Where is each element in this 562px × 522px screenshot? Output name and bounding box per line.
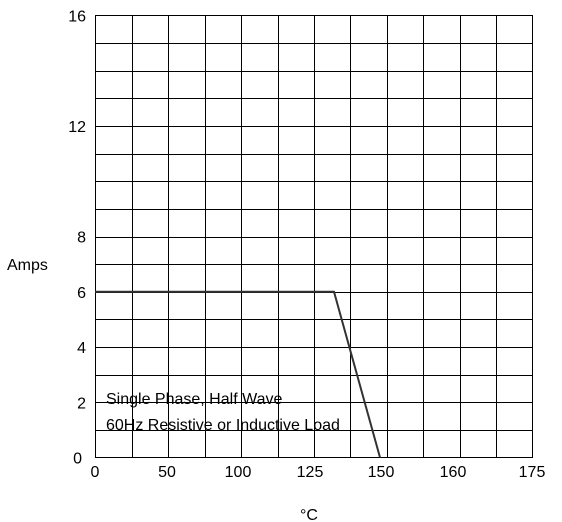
plot-frame <box>95 15 533 458</box>
x-axis-label: °C <box>300 507 318 522</box>
annotation-line-2: 60Hz Resistive or Inductive Load <box>106 417 340 434</box>
x-tick-label: 150 <box>368 464 395 481</box>
y-tick-label: 4 <box>77 340 86 357</box>
x-tick-label: 125 <box>297 464 324 481</box>
annotation-line-1: Single Phase, Half Wave <box>106 391 282 408</box>
x-tick-label: 0 <box>91 464 100 481</box>
y-tick-label: 12 <box>68 119 86 136</box>
y-tick-label: 0 <box>73 451 82 468</box>
x-tick-label: 160 <box>440 464 467 481</box>
series-group <box>94 290 381 458</box>
x-tick-label: 50 <box>158 464 176 481</box>
y-tick-label: 6 <box>77 285 86 302</box>
annotation-box: Single Phase, Half Wave 60Hz Resistive o… <box>106 391 340 434</box>
x-tick-labels: 0 50 100 125 150 160 175 <box>91 464 546 481</box>
y-axis-label: Amps <box>7 257 48 274</box>
y-tick-label: 8 <box>77 230 86 247</box>
x-tick-label: 100 <box>225 464 252 481</box>
y-tick-label: 16 <box>68 9 86 26</box>
y-tick-label: 2 <box>77 395 86 412</box>
x-tick-label: 175 <box>519 464 546 481</box>
y-tick-labels: 0 2 4 6 8 12 16 <box>68 9 86 468</box>
grid <box>95 15 533 458</box>
